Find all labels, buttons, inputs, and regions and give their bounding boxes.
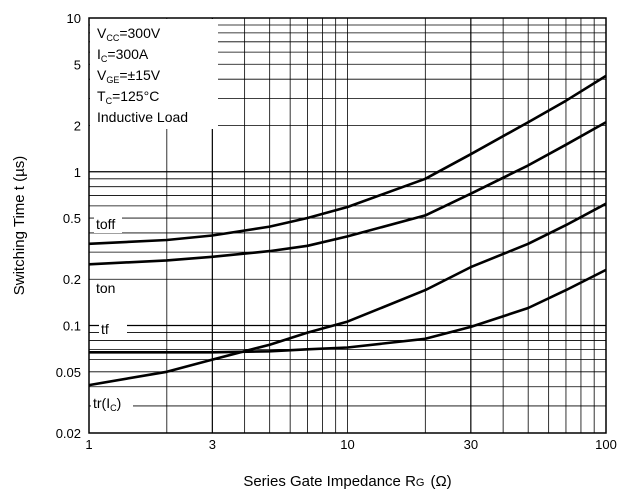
series-label-bg [94,280,122,297]
x-tick-label: 10 [340,437,354,452]
series-curve-tric [88,202,607,387]
series-label: toff [96,216,115,232]
series-label-bg [91,395,133,412]
x-tick-label: 1 [85,437,92,452]
y-tick-label: 2 [74,118,81,133]
series-label-bg [99,321,127,338]
series-label: tf [101,321,109,337]
y-axis-ticks: 0.02 0.05 0.1 0.2 0.5 1 2 5 10 [56,11,81,441]
series-labels: toff ton tf tr(IC) [91,216,133,413]
series-curve-toff [88,74,607,246]
x-tick-label: 3 [209,437,216,452]
plot-frame [88,17,607,434]
condition-line: IC=300A [97,46,149,64]
y-tick-label: 0.2 [63,272,81,287]
series-label: tr(IC) [93,395,121,413]
x-axis-title: Series Gate Impedance RG (Ω) [243,473,451,490]
y-tick-label: 0.1 [63,319,81,334]
data-series [88,74,607,387]
y-tick-label: 0.02 [56,426,81,441]
condition-line: Inductive Load [97,109,188,125]
y-tick-label: 10 [67,11,81,26]
conditions-box [90,19,218,129]
y-tick-label: 5 [74,57,81,72]
condition-line: TC=125°C [97,88,159,106]
y-axis-title: Switching Time t (µs) [11,156,28,296]
series-curve-tf [89,268,607,354]
y-tick-label: 0.05 [56,365,81,380]
series-label: ton [96,280,115,296]
grid-lines [89,18,606,433]
x-axis-ticks: 1 3 10 30 100 [85,437,616,452]
y-tick-label: 1 [74,165,81,180]
x-tick-label: 30 [464,437,478,452]
series-label-bg [94,216,122,233]
x-tick-label: 100 [595,437,617,452]
series-curve-ton [88,121,607,266]
y-tick-label: 0.5 [63,211,81,226]
